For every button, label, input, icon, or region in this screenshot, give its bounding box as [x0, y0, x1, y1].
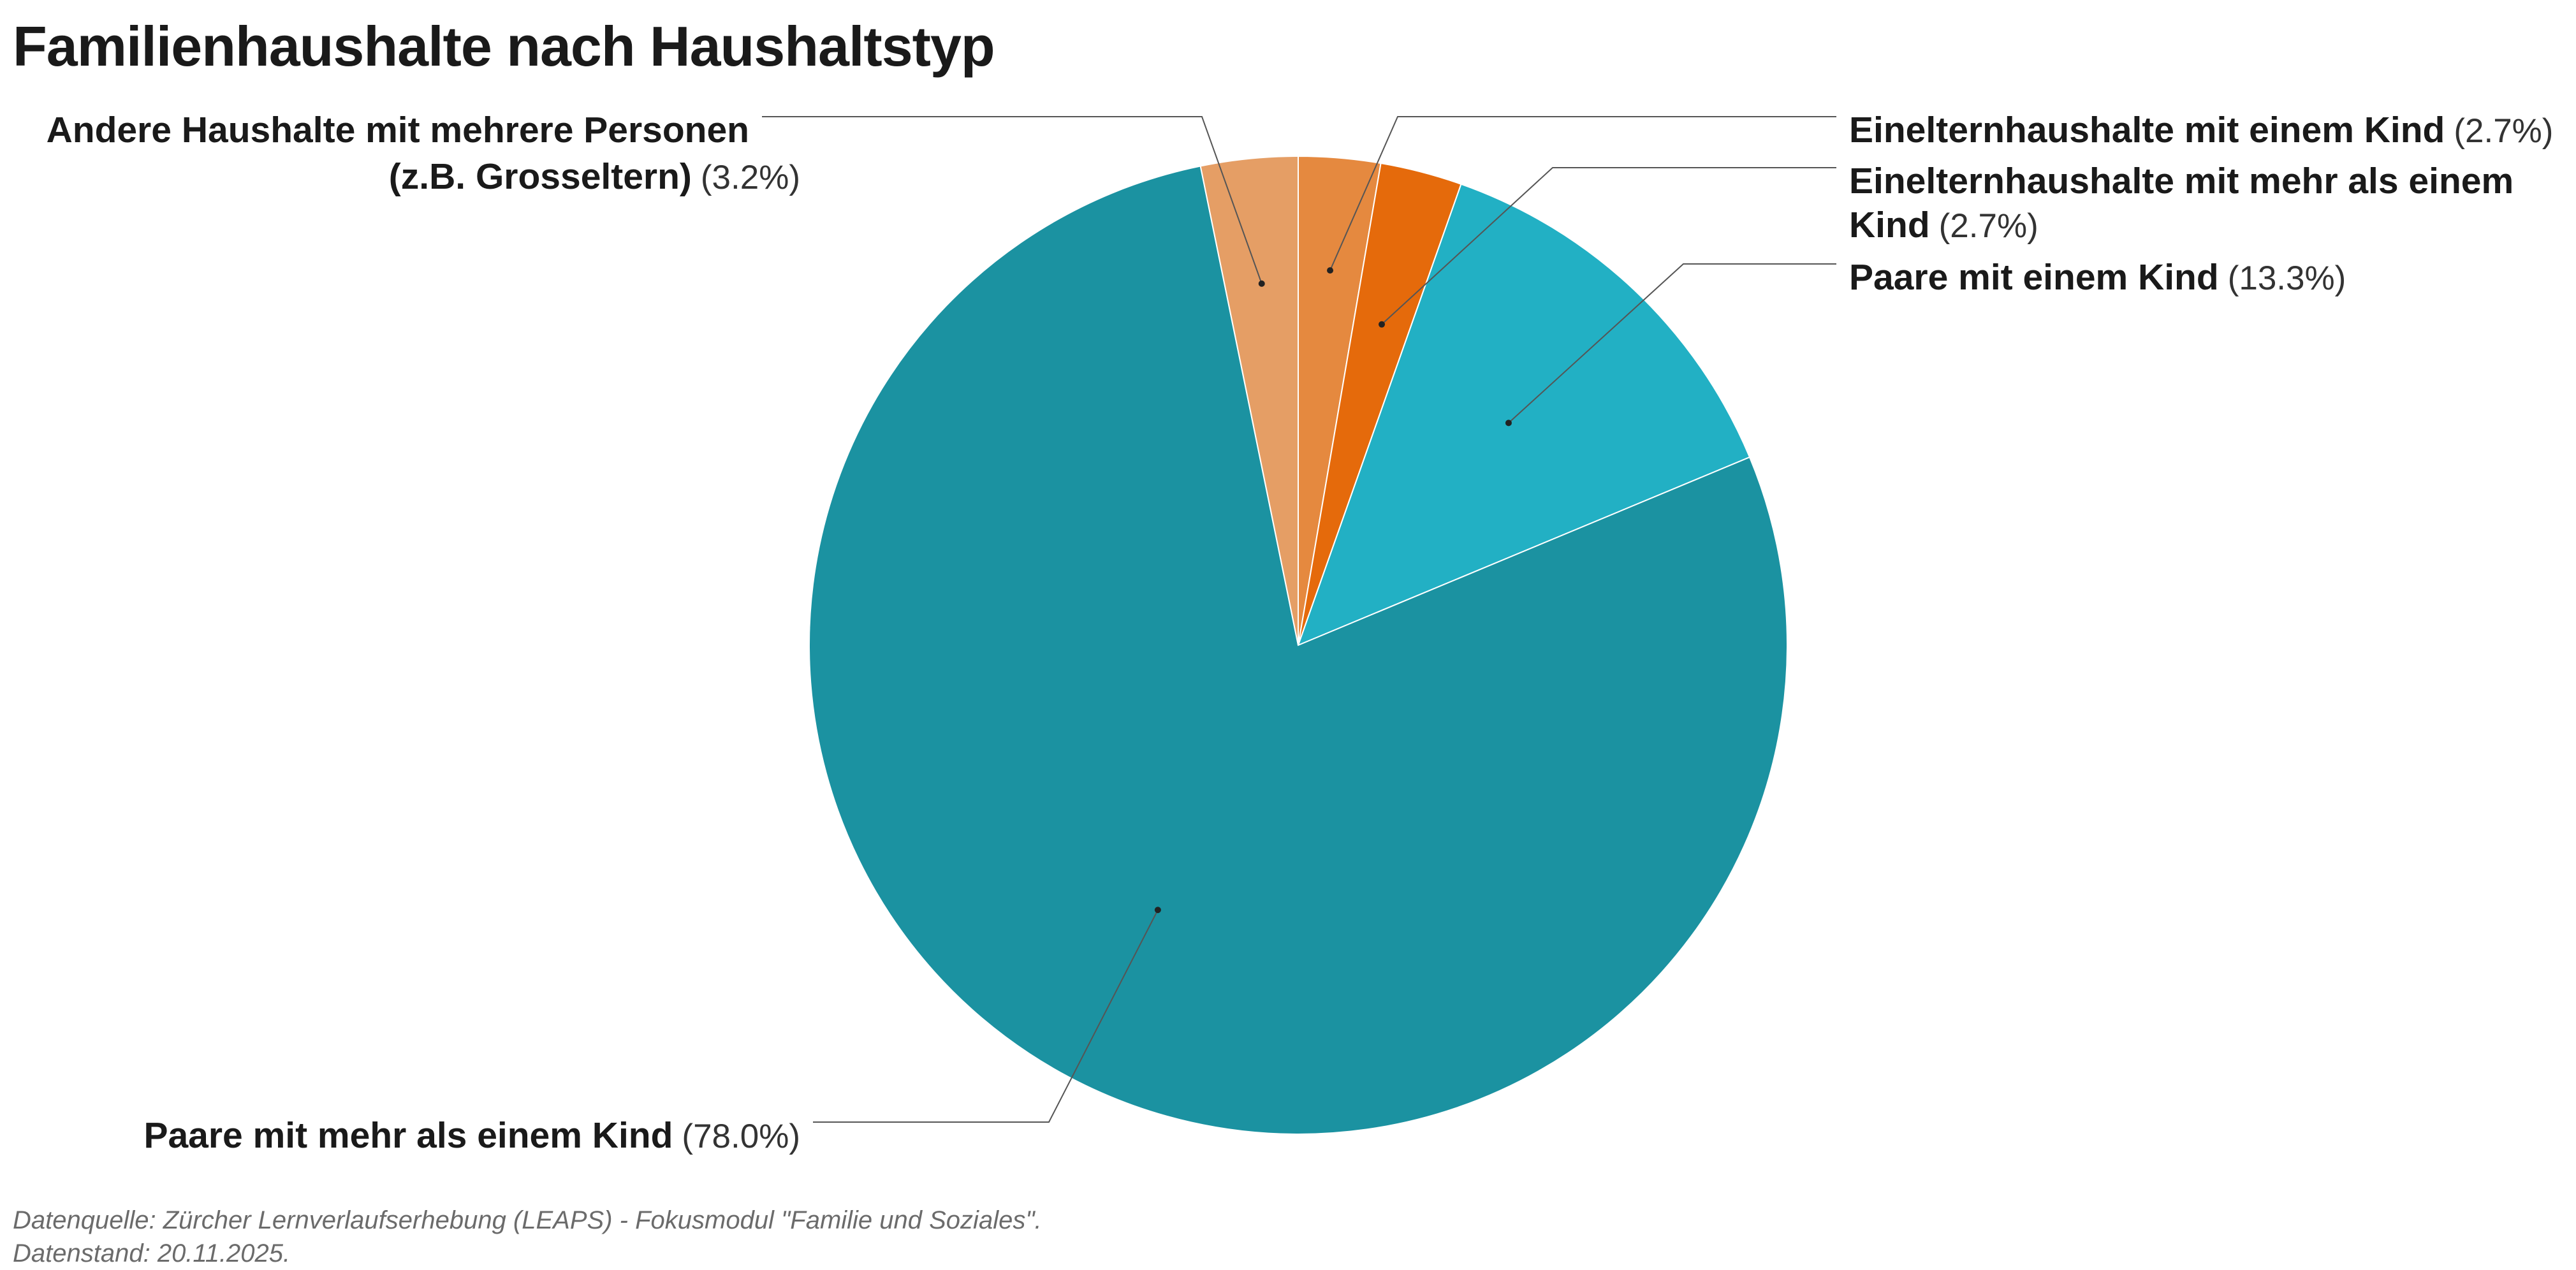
slice-label-0-line-0: Einelternhaushalte mit einem Kind (2.7%)	[1849, 110, 2553, 150]
leader-dot-1	[1379, 321, 1386, 328]
slice-value-4: (3.2%)	[701, 159, 800, 196]
data-date: Datenstand: 20.11.2025.	[13, 1239, 291, 1267]
leader-lines	[762, 116, 1836, 1123]
leader-line-0	[1329, 116, 1836, 271]
slice-label-2-line-0: Paare mit einem Kind (13.3%)	[1849, 257, 2346, 298]
slice-label-1-line-1: Kind (2.7%)	[1849, 205, 2038, 245]
pie-slice-2	[1297, 183, 1751, 646]
slice-labels: Einelternhaushalte mit einem Kind (2.7%) E…	[47, 110, 2554, 1156]
slice-label-4-line-1: (z.B. Grosseltern) (3.2%)	[389, 156, 800, 197]
chart-title: Familienhaushalte nach Haushaltstyp	[13, 15, 995, 78]
slice-value-1: (2.7%)	[1939, 207, 2038, 245]
slice-value-0: (2.7%)	[2454, 112, 2553, 150]
slice-label-1-line-0: Einelternhaushalte mit mehr als einem	[1849, 161, 2514, 201]
slice-label-3-line-0: Paare mit mehr als einem Kind (78.0%)	[143, 1115, 800, 1156]
slice-value-3: (78.0%)	[682, 1118, 800, 1155]
leader-dot-0	[1327, 267, 1334, 274]
leader-dot-3	[1154, 907, 1161, 914]
slice-value-2: (13.3%)	[2228, 259, 2346, 297]
leader-line-3	[813, 909, 1159, 1123]
slice-label-4-line-0: Andere Haushalte mit mehrere Personen	[47, 110, 749, 150]
leader-line-2	[1508, 263, 1836, 424]
pie-slices	[809, 155, 1788, 1135]
leader-dot-4	[1258, 280, 1265, 287]
leader-line-1	[1381, 167, 1836, 325]
leader-line-4	[762, 116, 1262, 284]
pie-slice-4	[1199, 155, 1299, 646]
source-text: Datenquelle: Zürcher Lernverlaufserhebun…	[13, 1206, 1042, 1234]
pie-slice-3	[809, 165, 1788, 1135]
source-note: Datenquelle: Zürcher Lernverlaufserhebun…	[13, 1204, 1042, 1270]
leader-dot-2	[1505, 420, 1512, 427]
